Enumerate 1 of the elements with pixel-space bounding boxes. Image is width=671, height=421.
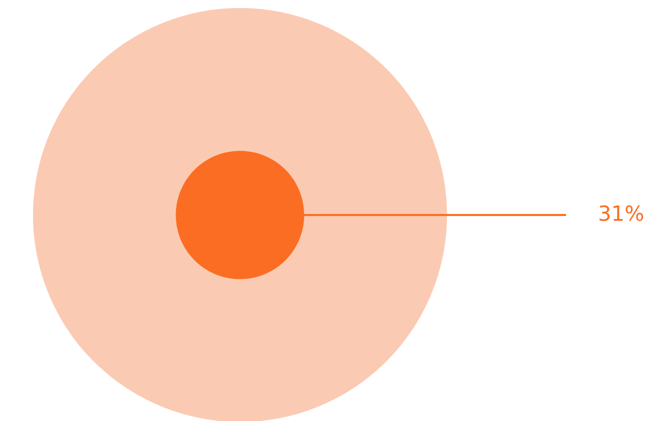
data-label: 31% [600, 205, 644, 222]
